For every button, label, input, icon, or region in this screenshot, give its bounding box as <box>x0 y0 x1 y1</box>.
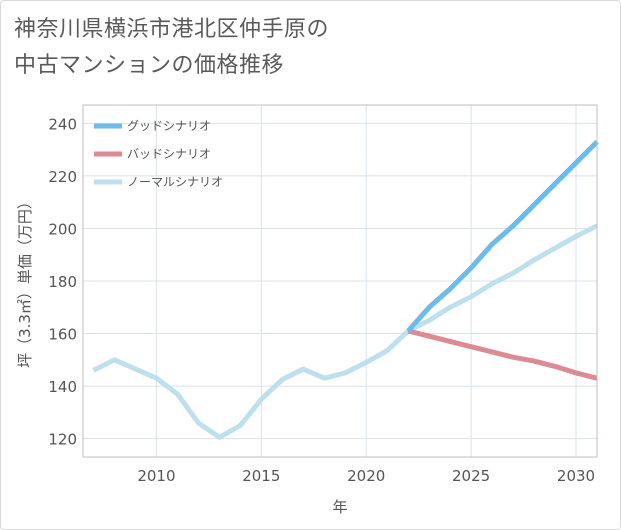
chart-title-line-1: 神奈川県横浜市港北区仲手原の <box>14 17 330 42</box>
legend-item-bad[interactable]: バッドシナリオ <box>94 147 211 161</box>
x-tick-label: 2020 <box>347 467 385 485</box>
y-tick-label: 220 <box>48 168 77 186</box>
x-axis-title: 年 <box>332 498 347 516</box>
legend-label: バッドシナリオ <box>127 147 211 161</box>
x-tick-label: 2025 <box>452 467 490 485</box>
chart-title-line-2: 中古マンションの価格推移 <box>14 53 285 78</box>
series-line-bad <box>407 328 598 381</box>
x-tick-label: 2015 <box>242 467 280 485</box>
x-tick-label: 2010 <box>137 467 175 485</box>
legend-label: ノーマルシナリオ <box>127 175 223 189</box>
legend-label: グッドシナリオ <box>127 119 211 133</box>
tick-labels: 2010 2015 2020 2025 2030 120 140 160 180 200 220 24… <box>48 115 595 485</box>
y-tick-label: 240 <box>48 115 77 133</box>
chart-title: 神奈川県横浜市港北区仲手原の 中古マンションの価格推移 <box>14 12 329 84</box>
series-line-normal <box>92 223 599 440</box>
x-tick-label: 2030 <box>557 467 595 485</box>
y-tick-label: 120 <box>48 431 77 449</box>
legend-item-good[interactable]: グッドシナリオ <box>94 119 211 133</box>
series-line-good <box>406 140 599 333</box>
legend-item-normal[interactable]: ノーマルシナリオ <box>94 175 223 189</box>
y-tick-label: 200 <box>48 220 77 238</box>
y-axis-title: 坪（3.3㎡）単価（万円） <box>16 194 34 368</box>
y-tick-label: 140 <box>48 378 77 396</box>
y-tick-label: 180 <box>48 273 77 291</box>
y-tick-label: 160 <box>48 326 77 344</box>
plot-area-border <box>82 104 598 458</box>
series-lines <box>92 140 599 440</box>
